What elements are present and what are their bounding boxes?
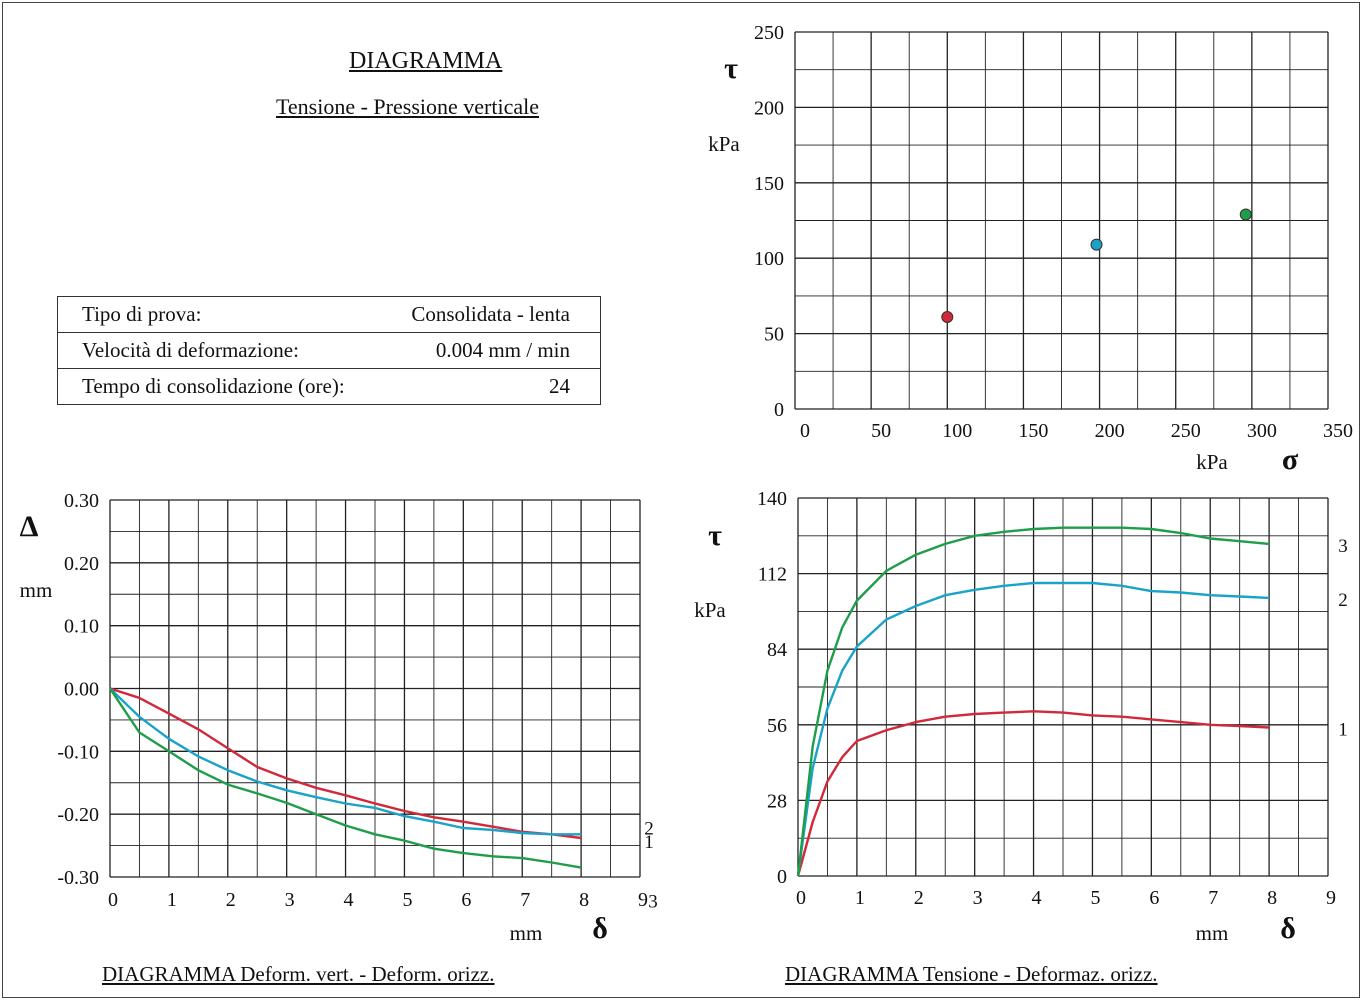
y-tick-label: -0.30 (57, 867, 99, 889)
x-tick-label: 2 (226, 889, 236, 911)
y-tick-label: -0.10 (57, 741, 99, 763)
y-tick-label: 0 (774, 399, 784, 421)
x-tick-label: 300 (1247, 420, 1277, 442)
series-line-2 (109, 687, 582, 836)
param-label: Tipo di prova: (57, 296, 398, 333)
x-tick-label: 6 (1149, 887, 1159, 909)
series-line-3 (796, 526, 1270, 877)
series-label: 3 (648, 892, 658, 913)
y-tick-label: 28 (767, 790, 787, 812)
x-tick-label: 9 (1326, 887, 1336, 909)
x-axis-label: σ (1282, 443, 1299, 476)
y-tick-label: 112 (758, 564, 787, 586)
x-tick-label: 1 (855, 887, 865, 909)
y-axis-label: τ (708, 519, 722, 552)
page-subtitle: Tensione - Pressione verticale (276, 94, 539, 119)
test-parameters-table: Tipo di prova: Consolidata - lenta Veloc… (57, 296, 601, 405)
y-tick-label: 0 (777, 866, 787, 888)
x-tick-label: 4 (1032, 887, 1042, 909)
x-tick-label: 0 (800, 420, 810, 442)
x-tick-label: 8 (1267, 887, 1277, 909)
param-label: Velocità di deformazione: (57, 332, 398, 369)
param-label: Tempo di consolidazione (ore): (57, 368, 398, 405)
x-axis-unit: kPa (1196, 450, 1228, 474)
x-axis-label: δ (592, 912, 608, 945)
series-label: 2 (644, 818, 654, 839)
table-row: Tempo di consolidazione (ore): 24 (57, 368, 601, 405)
page-title: DIAGRAMMA (349, 48, 503, 74)
chart-title-tau-delta: DIAGRAMMA Tensione - Deformaz. orizz. (785, 962, 1158, 986)
x-axis-unit: mm (510, 921, 543, 945)
y-tick-label: 0.20 (64, 553, 99, 575)
y-axis-unit: mm (20, 578, 53, 602)
y-tick-label: 100 (754, 248, 784, 270)
x-tick-label: 250 (1171, 420, 1201, 442)
series-line-1 (109, 687, 582, 840)
y-tick-label: 140 (757, 488, 787, 510)
y-tick-label: 0.30 (64, 490, 99, 512)
x-tick-label: 150 (1018, 420, 1048, 442)
y-tick-label: 56 (767, 715, 787, 737)
x-tick-label: 100 (942, 420, 972, 442)
y-tick-label: 200 (754, 97, 784, 119)
y-tick-label: -0.20 (57, 804, 99, 826)
param-value: 24 (397, 368, 601, 405)
y-tick-label: 0.10 (64, 616, 99, 638)
table-row: Velocità di deformazione: 0.004 mm / min (57, 332, 601, 369)
series-line-1 (796, 710, 1270, 877)
y-tick-label: 84 (767, 639, 787, 661)
x-tick-label: 8 (579, 889, 589, 911)
x-tick-label: 7 (520, 889, 530, 911)
x-axis-unit: mm (1196, 921, 1229, 945)
x-tick-label: 350 (1323, 420, 1353, 442)
x-tick-label: 200 (1095, 420, 1125, 442)
y-tick-label: 0.00 (64, 679, 99, 701)
x-tick-label: 6 (461, 889, 471, 911)
series-line-3 (109, 687, 582, 869)
x-tick-label: 0 (108, 889, 118, 911)
x-tick-label: 3 (285, 889, 295, 911)
y-tick-label: 150 (754, 173, 784, 195)
y-tick-label: 250 (754, 22, 784, 44)
x-axis-label: δ (1280, 912, 1296, 945)
x-tick-label: 7 (1208, 887, 1218, 909)
y-axis-label: Δ (20, 510, 39, 543)
x-tick-label: 5 (402, 889, 412, 911)
data-point (941, 311, 954, 324)
x-tick-label: 2 (914, 887, 924, 909)
series-line-2 (796, 581, 1270, 877)
x-tick-label: 1 (167, 889, 177, 911)
param-value: Consolidata - lenta (397, 296, 601, 333)
chart-title-vert-horiz: DIAGRAMMA Deform. vert. - Deform. orizz. (102, 962, 495, 986)
y-tick-label: 50 (764, 324, 784, 346)
x-tick-label: 9 (638, 889, 648, 911)
table-row: Tipo di prova: Consolidata - lenta (57, 296, 601, 333)
series-label: 3 (1338, 536, 1348, 557)
y-axis-unit: kPa (708, 132, 740, 156)
param-value: 0.004 mm / min (397, 332, 601, 369)
x-tick-label: 4 (344, 889, 354, 911)
x-tick-label: 0 (796, 887, 806, 909)
series-label: 1 (644, 832, 654, 853)
series-label: 1 (1338, 720, 1348, 741)
x-tick-label: 50 (871, 420, 891, 442)
series-label: 2 (1338, 590, 1348, 611)
y-axis-label: τ (724, 52, 738, 85)
x-tick-label: 5 (1090, 887, 1100, 909)
data-point (1090, 238, 1103, 251)
y-axis-unit: kPa (694, 598, 726, 622)
data-point (1239, 208, 1252, 221)
x-tick-label: 3 (973, 887, 983, 909)
